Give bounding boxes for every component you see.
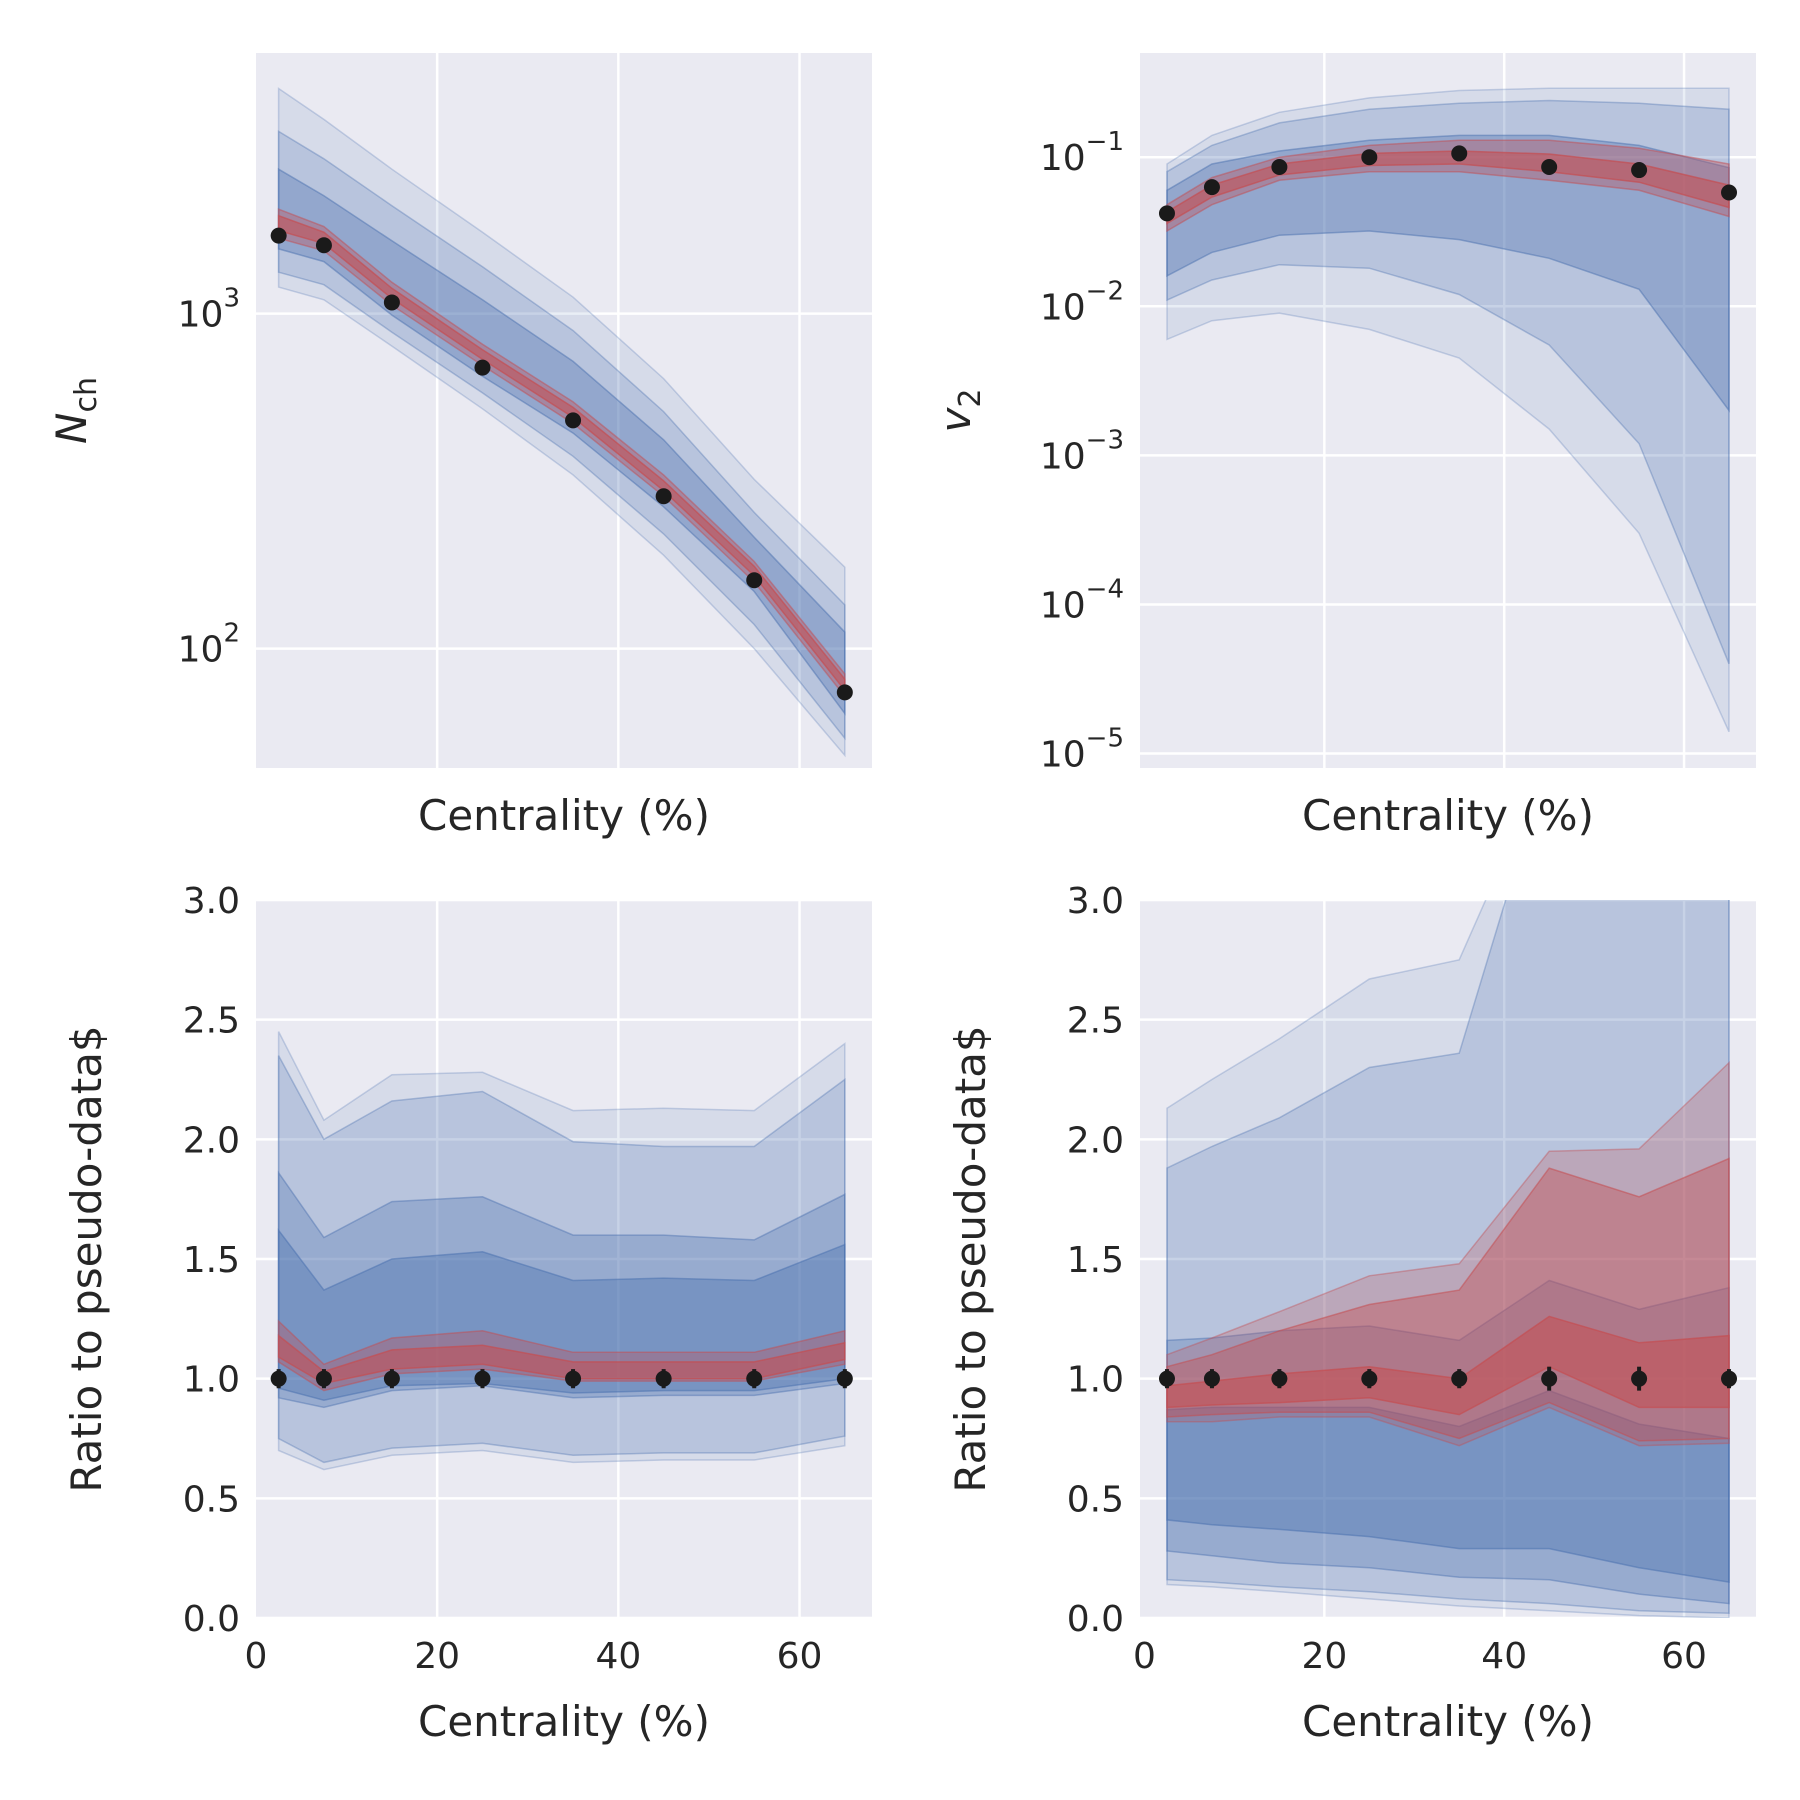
y-tick-label: 10−4 (1040, 574, 1124, 626)
x-tick-label: 60 (1661, 1636, 1707, 1677)
posterior-band (1166, 1315, 1730, 1416)
y-tick-label: 0.0 (1067, 1599, 1124, 1640)
data-point (1721, 1370, 1738, 1387)
panel-nch: 102 103 Centrality (%) Nch (47, 53, 872, 840)
data-point (270, 1370, 287, 1387)
y-tick-label: 1.5 (1067, 1240, 1124, 1281)
data-point (1451, 145, 1468, 162)
y-tick-label: 2.5 (1067, 1001, 1124, 1042)
x-tick-label: 20 (1301, 1636, 1347, 1677)
x-tick-label: 60 (777, 1636, 823, 1677)
y-tick-label: 3.0 (183, 881, 240, 922)
data-point (1203, 179, 1220, 196)
prior-band (1166, 134, 1730, 413)
y-tick-label: 0.0 (183, 1599, 240, 1640)
x-tick-label: 0 (1133, 1636, 1156, 1677)
panel-v2_ratio: 0.0 0.5 1.0 1.5 2.0 2.5 3.0 0 20 40 60 Centrality (… (946, 881, 1756, 1746)
data-point (383, 294, 400, 311)
data-point (383, 1370, 400, 1387)
data-point (1361, 1370, 1378, 1387)
x-axis-label: Centrality (%) (418, 1697, 710, 1746)
y-axis-label: Nch (47, 377, 104, 444)
y-tick-label: 2.0 (1067, 1120, 1124, 1161)
data-point (565, 1370, 582, 1387)
data-point (1361, 149, 1378, 166)
data-point (1541, 1370, 1558, 1387)
panel-nch_ratio: 0.0 0.5 1.0 1.5 2.0 2.5 3.0 0 20 40 60 Centrality (… (62, 881, 872, 1746)
data-point (1158, 1370, 1175, 1387)
data-point (315, 1370, 332, 1387)
data-point (1271, 158, 1288, 175)
data-point (1541, 158, 1558, 175)
prior-band (1166, 900, 1730, 1618)
prior-band (277, 167, 846, 716)
data-point (474, 1370, 491, 1387)
y-tick-label: 3.0 (1067, 881, 1124, 922)
data-point (270, 227, 287, 244)
data-point (746, 1370, 763, 1387)
prior-band (1166, 900, 1730, 1614)
posterior-band (277, 1334, 846, 1385)
x-axis-label: Centrality (%) (1302, 1697, 1594, 1746)
data-point (1451, 1370, 1468, 1387)
y-tick-label: 1.5 (183, 1240, 240, 1281)
y-tick-label: 0.5 (1067, 1479, 1124, 1520)
prior-band (277, 130, 846, 741)
x-axis-label: Centrality (%) (418, 791, 710, 840)
y-axis-label: Ratio to pseudo-data$ (62, 1025, 111, 1492)
prior-band (277, 87, 846, 758)
y-tick-label: 102 (178, 619, 240, 671)
y-tick-label: 2.5 (183, 1001, 240, 1042)
panel-v2: 10−5 10−4 10−3 10−2 10−1 Centrality (%) v2 (931, 53, 1756, 840)
data-point (1271, 1370, 1288, 1387)
posterior-band (1166, 150, 1730, 225)
data-point (1158, 205, 1175, 222)
data-point (655, 488, 672, 505)
y-axis-label: v2 (931, 389, 988, 433)
y-tick-label: 2.0 (183, 1120, 240, 1161)
y-tick-label: 10−1 (1040, 127, 1124, 179)
prior-band (1166, 1389, 1730, 1583)
y-tick-label: 0.5 (183, 1479, 240, 1520)
data-point (836, 1370, 853, 1387)
y-tick-label: 1.0 (183, 1360, 240, 1401)
data-point (474, 359, 491, 376)
data-point (1631, 1370, 1648, 1387)
x-tick-label: 40 (1481, 1636, 1527, 1677)
y-tick-label: 103 (178, 284, 240, 336)
y-tick-label: 1.0 (1067, 1360, 1124, 1401)
y-tick-label: 10−5 (1040, 724, 1124, 776)
data-point (1631, 162, 1648, 179)
x-axis-label: Centrality (%) (1302, 791, 1594, 840)
data-point (1203, 1370, 1220, 1387)
x-tick-label: 0 (245, 1636, 268, 1677)
y-tick-label: 10−3 (1040, 425, 1124, 477)
data-point (655, 1370, 672, 1387)
y-tick-label: 10−2 (1040, 276, 1124, 328)
data-point (565, 412, 582, 429)
data-point (746, 572, 763, 589)
x-tick-label: 40 (595, 1636, 641, 1677)
data-point (836, 684, 853, 701)
data-point (1721, 184, 1738, 201)
prior-band (1166, 87, 1730, 733)
x-tick-label: 20 (414, 1636, 460, 1677)
data-point (315, 237, 332, 254)
y-axis-label: Ratio to pseudo-data$ (946, 1025, 995, 1492)
prior-band (1166, 99, 1730, 665)
